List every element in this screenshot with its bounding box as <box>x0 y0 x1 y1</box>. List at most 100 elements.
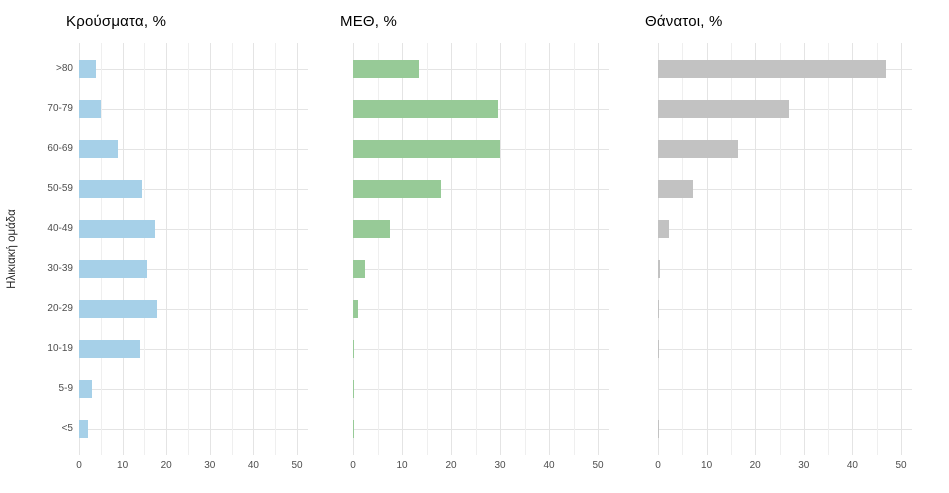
bar->80 <box>353 60 420 78</box>
gridline-horizontal <box>658 189 912 190</box>
gridline-horizontal <box>79 189 308 190</box>
gridline-major <box>451 43 452 455</box>
bar-70-79 <box>658 100 790 118</box>
gridline-minor <box>574 43 575 455</box>
gridline-minor <box>144 43 145 455</box>
bar-5-9 <box>79 380 93 398</box>
bar-60-69 <box>79 140 119 158</box>
gridline-horizontal <box>353 69 609 70</box>
bar-60-69 <box>658 140 739 158</box>
gridline-major <box>852 43 853 455</box>
gridline-minor <box>780 43 781 455</box>
bar-<5 <box>658 420 659 438</box>
x-tick-label: 10 <box>701 460 713 471</box>
x-tick-label: 20 <box>445 460 457 471</box>
bar-50-59 <box>658 180 694 198</box>
bar-30-39 <box>353 260 366 278</box>
gridline-horizontal <box>658 269 912 270</box>
bar->80 <box>79 60 97 78</box>
y-tick-label: 40-49 <box>47 223 73 234</box>
bar-40-49 <box>658 220 670 238</box>
gridline-minor <box>188 43 189 455</box>
gridline-horizontal <box>353 349 609 350</box>
gridline-horizontal <box>658 149 912 150</box>
gridline-major <box>549 43 550 455</box>
x-tick-label: 40 <box>543 460 555 471</box>
gridline-horizontal <box>79 69 308 70</box>
gridline-minor <box>682 43 683 455</box>
gridline-minor <box>232 43 233 455</box>
x-tick-label: 40 <box>846 460 858 471</box>
y-tick-label: <5 <box>61 423 73 434</box>
gridline-major <box>901 43 902 455</box>
panel-deaths <box>658 43 912 455</box>
gridline-minor <box>427 43 428 455</box>
bar-10-19 <box>658 340 659 358</box>
chart-title-icu: ΜΕΘ, % <box>340 13 398 30</box>
gridline-major <box>707 43 708 455</box>
gridline-major <box>123 43 124 455</box>
bar-<5 <box>79 420 88 438</box>
bar-10-19 <box>79 340 141 358</box>
gridline-minor <box>476 43 477 455</box>
gridline-major <box>402 43 403 455</box>
y-tick-label: 30-39 <box>47 263 73 274</box>
gridline-horizontal <box>79 389 308 390</box>
bar-20-29 <box>353 300 358 318</box>
x-tick-label: 50 <box>895 460 907 471</box>
bar-70-79 <box>353 100 498 118</box>
x-tick-label: 20 <box>749 460 761 471</box>
y-tick-label: 60-69 <box>47 143 73 154</box>
y-tick-label: 70-79 <box>47 103 73 114</box>
y-tick-label: 10-19 <box>47 343 73 354</box>
y-axis-title: Ηλικιακή ομάδα <box>6 209 18 289</box>
x-tick-label: 0 <box>76 460 82 471</box>
gridline-horizontal <box>79 269 308 270</box>
x-tick-label: 20 <box>160 460 172 471</box>
x-tick-label: 30 <box>494 460 506 471</box>
bar-50-59 <box>353 180 442 198</box>
panel-icu <box>353 43 609 455</box>
x-tick-label: 40 <box>247 460 259 471</box>
x-tick-label: 50 <box>291 460 303 471</box>
gridline-minor <box>877 43 878 455</box>
gridline-minor <box>275 43 276 455</box>
gridline-horizontal <box>79 309 308 310</box>
x-tick-label: 50 <box>592 460 604 471</box>
bar-40-49 <box>353 220 390 238</box>
gridline-major <box>166 43 167 455</box>
bar-60-69 <box>353 140 500 158</box>
x-tick-label: 10 <box>396 460 408 471</box>
gridline-horizontal <box>353 429 609 430</box>
gridline-major <box>598 43 599 455</box>
bar-40-49 <box>79 220 156 238</box>
bar-5-9 <box>353 380 354 398</box>
gridline-minor <box>525 43 526 455</box>
x-tick-label: 0 <box>350 460 356 471</box>
gridline-horizontal <box>79 349 308 350</box>
gridline-major <box>658 43 659 455</box>
bar-30-39 <box>658 260 661 278</box>
x-tick-label: 10 <box>117 460 129 471</box>
gridline-minor <box>101 43 102 455</box>
bar-10-19 <box>353 340 354 358</box>
gridline-horizontal <box>658 389 912 390</box>
gridline-major <box>79 43 80 455</box>
bar-70-79 <box>79 100 101 118</box>
bar-30-39 <box>79 260 147 278</box>
bar-50-59 <box>79 180 143 198</box>
x-tick-label: 0 <box>655 460 661 471</box>
gridline-horizontal <box>353 229 609 230</box>
gridline-horizontal <box>353 389 609 390</box>
y-tick-label: >80 <box>56 63 73 74</box>
y-tick-label: 50-59 <box>47 183 73 194</box>
y-tick-label: 20-29 <box>47 303 73 314</box>
bar-20-29 <box>79 300 158 318</box>
gridline-horizontal <box>79 429 308 430</box>
gridline-major <box>297 43 298 455</box>
gridline-major <box>210 43 211 455</box>
y-tick-label: 5-9 <box>58 383 73 394</box>
chart-title-cases: Κρούσματα, % <box>66 13 167 30</box>
gridline-major <box>253 43 254 455</box>
